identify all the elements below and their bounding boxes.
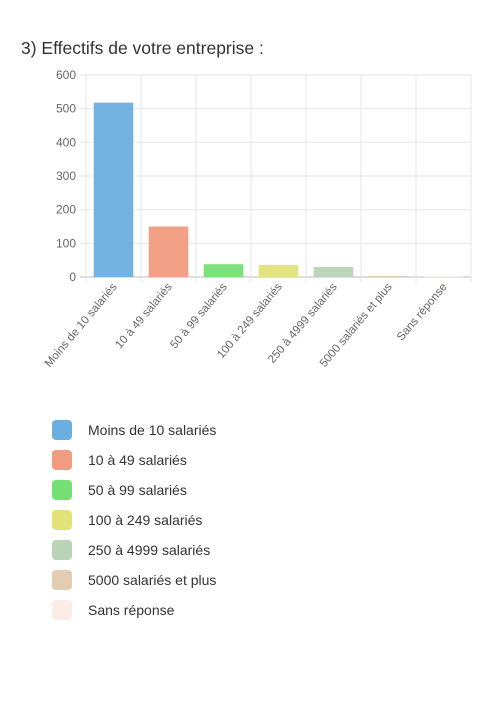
- legend-item[interactable]: 100 à 249 salariés: [52, 505, 216, 535]
- legend-label: 250 à 4999 salariés: [88, 542, 211, 558]
- legend-item[interactable]: 5000 salariés et plus: [52, 565, 216, 595]
- legend-swatch: [52, 450, 72, 470]
- y-tick-label: 300: [56, 169, 76, 183]
- bar: [258, 264, 299, 277]
- legend-label: Sans réponse: [88, 602, 175, 618]
- bar-chart: 0 100 200 300 400 500 600 Moins de 10 salariés1…: [43, 68, 472, 370]
- chart-legend: Moins de 10 salariés 10 à 49 salariés 50 à…: [52, 415, 216, 625]
- bar: [368, 275, 409, 277]
- bar: [313, 266, 354, 277]
- bar: [423, 276, 464, 278]
- legend-label: Moins de 10 salariés: [88, 422, 217, 438]
- legend-swatch: [52, 600, 72, 620]
- legend-swatch: [52, 570, 72, 590]
- x-tick-label: 50 à 99 salariés: [168, 281, 230, 351]
- legend-item[interactable]: Sans réponse: [52, 595, 216, 625]
- y-tick-label: 400: [56, 135, 76, 149]
- legend-label: 10 à 49 salariés: [88, 452, 187, 468]
- y-tick-label: 500: [56, 102, 76, 116]
- legend-item[interactable]: 50 à 99 salariés: [52, 475, 216, 505]
- y-tick-label: 0: [69, 270, 76, 284]
- legend-item[interactable]: 10 à 49 salariés: [52, 445, 216, 475]
- legend-swatch: [52, 420, 72, 440]
- legend-item[interactable]: Moins de 10 salariés: [52, 415, 216, 445]
- x-tick-label: 10 à 49 salariés: [113, 281, 175, 351]
- bar: [203, 264, 244, 277]
- x-tick-label: Moins de 10 salariés: [43, 281, 120, 370]
- legend-label: 100 à 249 salariés: [88, 512, 203, 528]
- bar: [148, 226, 189, 277]
- legend-label: 5000 salariés et plus: [88, 572, 217, 588]
- chart-title: 3) Effectifs de votre entreprise :: [21, 38, 264, 58]
- legend-item[interactable]: 250 à 4999 salariés: [52, 535, 216, 565]
- bar: [93, 102, 134, 278]
- y-tick-label: 600: [56, 68, 76, 82]
- legend-swatch: [52, 480, 72, 500]
- y-tick-label: 200: [56, 203, 76, 217]
- legend-swatch: [52, 540, 72, 560]
- legend-label: 50 à 99 salariés: [88, 482, 187, 498]
- legend-swatch: [52, 510, 72, 530]
- x-tick-label: Sans réponse: [395, 281, 450, 343]
- y-tick-label: 100: [56, 236, 76, 250]
